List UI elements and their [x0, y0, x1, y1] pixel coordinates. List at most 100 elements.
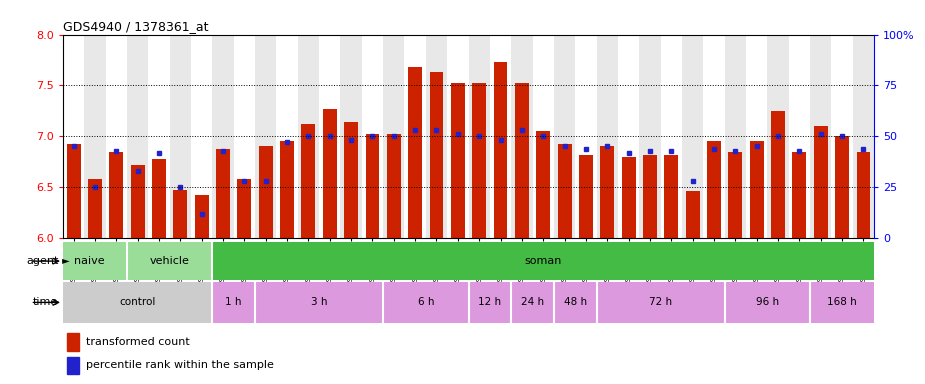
Bar: [685, 191, 699, 238]
Text: 168 h: 168 h: [827, 297, 857, 308]
Bar: [404, 35, 426, 238]
Bar: [682, 35, 703, 238]
Bar: [302, 124, 315, 238]
Bar: [277, 35, 298, 238]
Text: agent: agent: [26, 256, 58, 266]
Bar: [728, 152, 742, 238]
Bar: [365, 134, 379, 238]
Bar: [67, 333, 80, 351]
Bar: [618, 35, 639, 238]
Bar: [152, 159, 166, 238]
Text: naive: naive: [74, 256, 105, 266]
Bar: [724, 35, 746, 238]
Bar: [84, 35, 105, 238]
Bar: [853, 35, 874, 238]
Bar: [660, 35, 682, 238]
Bar: [173, 190, 187, 238]
Bar: [857, 152, 870, 238]
Bar: [67, 356, 80, 374]
Text: GDS4940 / 1378361_at: GDS4940 / 1378361_at: [63, 20, 208, 33]
Bar: [724, 282, 810, 323]
Text: 12 h: 12 h: [478, 297, 501, 308]
Bar: [515, 83, 529, 238]
Bar: [195, 195, 209, 238]
Bar: [298, 35, 319, 238]
Text: 72 h: 72 h: [649, 297, 672, 308]
Bar: [130, 165, 144, 238]
Text: control: control: [119, 297, 155, 308]
Bar: [447, 35, 469, 238]
Bar: [234, 35, 255, 238]
Bar: [280, 141, 294, 238]
Text: 6 h: 6 h: [417, 297, 434, 308]
Bar: [512, 35, 533, 238]
Bar: [63, 282, 213, 323]
Bar: [127, 242, 213, 280]
Bar: [707, 141, 721, 238]
Bar: [426, 35, 447, 238]
Bar: [771, 111, 785, 238]
Bar: [810, 35, 832, 238]
Bar: [494, 62, 508, 238]
Bar: [622, 157, 635, 238]
Bar: [323, 109, 337, 238]
Bar: [340, 35, 362, 238]
Bar: [579, 155, 593, 238]
Bar: [383, 282, 469, 323]
Bar: [554, 35, 575, 238]
Bar: [255, 282, 383, 323]
Bar: [213, 35, 234, 238]
Bar: [429, 72, 443, 238]
Text: 48 h: 48 h: [563, 297, 586, 308]
Bar: [469, 35, 490, 238]
Text: transformed count: transformed count: [86, 337, 190, 347]
Bar: [213, 282, 255, 323]
Bar: [67, 144, 80, 238]
Bar: [109, 152, 123, 238]
Bar: [664, 155, 678, 238]
Bar: [597, 35, 618, 238]
Bar: [597, 282, 724, 323]
Text: time: time: [33, 297, 58, 308]
Bar: [746, 35, 768, 238]
Bar: [259, 146, 273, 238]
Bar: [191, 35, 213, 238]
Bar: [473, 83, 487, 238]
Bar: [213, 242, 874, 280]
Text: ►: ►: [59, 256, 69, 266]
Bar: [558, 144, 572, 238]
Bar: [148, 35, 169, 238]
Bar: [469, 282, 512, 323]
Bar: [387, 134, 401, 238]
Bar: [512, 282, 554, 323]
Bar: [643, 155, 657, 238]
Text: soman: soman: [524, 256, 561, 266]
Text: 3 h: 3 h: [311, 297, 327, 308]
Bar: [533, 35, 554, 238]
Bar: [768, 35, 789, 238]
Text: percentile rank within the sample: percentile rank within the sample: [86, 360, 274, 370]
Bar: [600, 146, 614, 238]
Bar: [814, 126, 828, 238]
Bar: [536, 131, 550, 238]
Bar: [490, 35, 512, 238]
Bar: [832, 35, 853, 238]
Bar: [408, 67, 422, 238]
Bar: [703, 35, 724, 238]
Bar: [362, 35, 383, 238]
Bar: [750, 141, 764, 238]
Bar: [383, 35, 404, 238]
Bar: [255, 35, 277, 238]
Bar: [169, 35, 191, 238]
Bar: [639, 35, 660, 238]
Bar: [575, 35, 597, 238]
Bar: [835, 136, 849, 238]
Text: vehicle: vehicle: [150, 256, 190, 266]
Bar: [554, 282, 597, 323]
Bar: [127, 35, 148, 238]
Bar: [63, 242, 127, 280]
Text: 24 h: 24 h: [521, 297, 544, 308]
Text: 96 h: 96 h: [756, 297, 779, 308]
Bar: [238, 179, 252, 238]
Bar: [105, 35, 127, 238]
